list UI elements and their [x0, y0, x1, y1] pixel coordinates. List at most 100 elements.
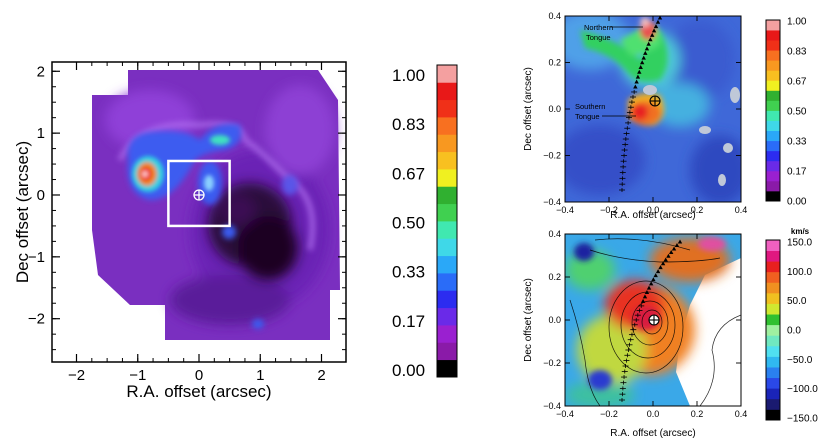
tr-colorbar: 1.00 0.83 0.67 0.50 0.33 0.17 0.00: [765, 17, 807, 208]
tr-xtick-label: −0.4: [556, 205, 574, 215]
tr-jet-triangle-marker: [650, 32, 655, 37]
left-colorbar-segment: [437, 307, 457, 326]
br-xlabel: R.A. offset (arcsec): [610, 428, 695, 439]
left-ticks: −2 −1 0 1 2 −2 −1 0 1 2: [28, 62, 346, 384]
left-xlabel: R.A. offset (arcsec): [126, 382, 271, 401]
tr-colorbar-segment: [766, 70, 780, 81]
left-xtick-label: 2: [317, 367, 325, 384]
br-colorbar-segment: [766, 240, 780, 251]
br-colorbar-segment: [766, 335, 780, 347]
left-colorbar-segment: [437, 134, 457, 153]
br-colorbar-label: −100.0: [787, 384, 818, 395]
tr-jet-triangle-marker: [655, 19, 661, 24]
tr-jet-triangle-marker: [646, 41, 651, 46]
br-jet-triangle-marker: [642, 294, 648, 299]
tr-colorbar-label: 1.00: [787, 17, 807, 28]
left-colorbar-segment: [437, 221, 457, 239]
tr-colorbar-label: 0.50: [787, 107, 807, 118]
tr-colorbar-segment: [766, 40, 780, 51]
tr-ytick-label: 0.4: [548, 11, 561, 21]
left-colorbar-label: 0.00: [392, 361, 425, 380]
left-xtick-label: −1: [129, 367, 146, 384]
br-xtick-label: 0.0: [647, 409, 660, 419]
tr-jet-triangle-marker: [634, 79, 639, 84]
left-colorbar-label: 0.17: [392, 312, 425, 331]
tr-jet-triangle-marker: [635, 74, 641, 79]
left-colorbar-segment: [437, 238, 457, 257]
tr-colorbar-segment: [766, 60, 780, 71]
br-colorbar-label: 100.0: [787, 267, 812, 278]
br-colorbar-segment: [766, 324, 780, 336]
br-jet-triangle-marker: [663, 257, 668, 262]
br-jet-triangle-marker: [677, 239, 683, 244]
left-ytick-label: 2: [37, 63, 45, 80]
br-colorbar-segment: [766, 314, 780, 326]
northern-tongue-label: Northern: [584, 23, 613, 32]
br-colorbar-label: −150.0: [787, 414, 818, 425]
br-colorbar-segment: [766, 356, 780, 368]
br-colorbar-label: −50.0: [787, 355, 813, 366]
left-colorbar-segment: [437, 65, 457, 83]
br-jet-triangle-marker: [666, 253, 671, 258]
br-jet-triangle-marker: [644, 289, 650, 294]
left-colorbar-label: 0.83: [392, 115, 425, 134]
br-jet-triangle-marker: [653, 273, 658, 278]
left-xtick-label: 1: [256, 367, 264, 384]
tr-colorbar-label: 0.83: [787, 47, 807, 58]
left-colorbar-segment: [437, 290, 457, 309]
tr-colorbar-segment: [766, 130, 780, 142]
tr-ytick-label: −0.2: [543, 151, 561, 161]
tr-colorbar-segment: [766, 80, 780, 91]
left-colorbar-segment: [437, 99, 457, 118]
left-colorbar-segment: [437, 273, 457, 291]
br-jet-triangle-marker: [668, 250, 674, 255]
br-xtick-label: −0.2: [600, 409, 618, 419]
tr-colorbar-segment: [766, 20, 780, 31]
northern-tongue-label-2: Tongue: [586, 33, 611, 42]
tr-colorbar-segment: [766, 150, 780, 162]
left-colorbar-segment: [437, 151, 457, 170]
tr-colorbar-segment: [766, 120, 780, 132]
br-colorbar-segment: [766, 367, 780, 379]
br-xtick-label: 0.4: [735, 409, 748, 419]
br-colorbar-label: 0.0: [787, 326, 801, 337]
br-jet-triangle-marker: [655, 269, 661, 274]
left-xtick-label: −2: [68, 367, 85, 384]
br-colorbar-segment: [766, 250, 780, 262]
left-xtick-label: 0: [195, 367, 203, 384]
br-colorbar-segment: [766, 303, 780, 315]
br-colorbar: km/s 150.0 100.0 50.0 0.0 −50.0 −100.0 −150.0: [765, 227, 818, 425]
tr-jet-triangle-marker: [633, 84, 638, 89]
tr-colorbar-segment: [766, 50, 780, 61]
tr-colorbar-segment: [766, 160, 780, 172]
tr-xtick-label: 0.2: [691, 205, 704, 215]
br-colorbar-segment: [766, 409, 780, 421]
left-ytick-label: −1: [28, 249, 45, 266]
top-right-map: Northern Tongue Southern Tongue −0.4 −0.2…: [523, 11, 747, 221]
tr-colorbar-label: 0.00: [787, 197, 807, 208]
tr-colorbar-label: 0.33: [787, 137, 807, 148]
left-colorbar-segment: [437, 342, 457, 361]
tr-ytick-label: −0.4: [543, 197, 561, 207]
br-nucleus-marker: [648, 314, 660, 326]
left-colorbar-label: 0.50: [392, 213, 425, 232]
left-map: −2 −1 0 1 2 −2 −1 0 1 2 R.A. offset (arcsec) Dec …: [13, 61, 347, 401]
tr-colorbar-segment: [766, 140, 780, 152]
left-colorbar-segment: [437, 359, 457, 378]
tr-colorbar-segment: [766, 90, 780, 101]
left-colorbar-segment: [437, 255, 457, 274]
tr-jet-triangle-marker: [638, 65, 643, 70]
br-colorbar-segment: [766, 345, 780, 357]
br-ytick-label: −0.2: [543, 358, 561, 368]
br-ylabel: Dec offset (arcsec): [523, 278, 534, 362]
tr-colorbar-label: 0.17: [787, 167, 807, 178]
tr-jet-triangle-marker: [653, 24, 659, 29]
left-ytick-label: 0: [37, 187, 45, 204]
tr-xlabel: R.A. offset (arcsec): [610, 210, 695, 221]
left-colorbar-segment: [437, 169, 457, 187]
tr-colorbar-segment: [766, 190, 780, 202]
left-ylabel: Dec offset (arcsec): [13, 141, 32, 283]
br-jet-triangle-marker: [646, 285, 652, 290]
br-colorbar-segment: [766, 377, 780, 389]
